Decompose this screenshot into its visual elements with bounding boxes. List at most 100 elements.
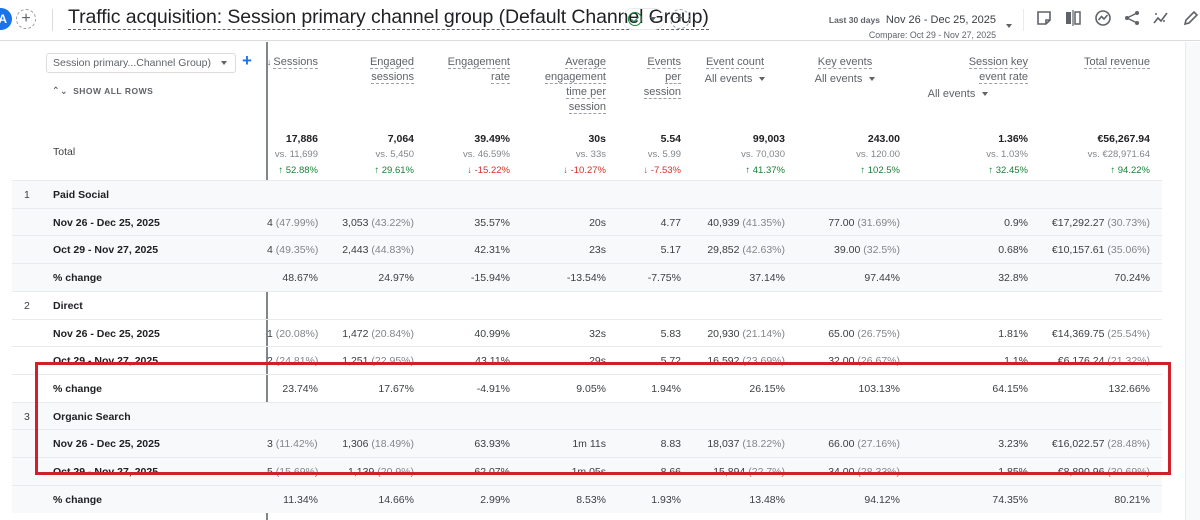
event-filter-dropdown[interactable]: All events — [888, 87, 1028, 102]
total-change-value: ↓ -7.53% — [643, 165, 682, 176]
customize-report-icon[interactable] — [1035, 9, 1053, 27]
report-header: A + Traffic acquisition: Session primary… — [0, 0, 1200, 41]
cell-value: 1,139 — [348, 466, 375, 478]
cell-value: 0.9% — [1004, 216, 1028, 229]
cell-share-percent: (11.42%) — [272, 438, 318, 451]
edit-icon[interactable] — [1182, 9, 1200, 27]
event-filter-dropdown[interactable]: All events — [790, 72, 900, 87]
total-cell: 7,064 vs. 5,450 ↑ 29.61% — [294, 131, 414, 179]
insights-icon[interactable] — [1094, 9, 1112, 27]
table-row[interactable]: Oct 29 - Nov 27, 2025 4 (49.35%) 2,443 (44… — [12, 235, 1162, 264]
share-icon[interactable] — [1123, 9, 1141, 27]
cell-share-percent: (47.99%) — [272, 216, 319, 229]
group-row-organic-search[interactable]: 3 Organic Search — [12, 401, 1162, 430]
table-cell: -15.94% — [471, 272, 510, 284]
group-row-direct[interactable]: 2 Direct — [12, 290, 1162, 319]
column-header-label: Total revenue — [1083, 56, 1150, 69]
column-header-session-key-event-rate[interactable]: Session key event rate All events — [908, 55, 1028, 102]
total-change-value: ↓ -10.27% — [563, 165, 606, 176]
data-table: Session primary...Channel Group) + ⌃⌄ SHO… — [0, 42, 1163, 520]
cell-value: 18,037 — [707, 438, 740, 451]
avatar[interactable]: A — [0, 8, 12, 30]
column-header-sessions[interactable]: ↓ Sessions — [238, 55, 318, 70]
column-header-key-events[interactable]: Key events All events — [790, 55, 900, 87]
table-row[interactable]: Oct 29 - Nov 27, 2025 5 (15.69%) 1,139 (20… — [12, 457, 1162, 485]
table-cell: 15,894 (22.7%) — [713, 466, 785, 478]
table-row[interactable]: Oct 29 - Nov 27, 2025 2 (24.81%) 1,251 (22… — [12, 346, 1162, 374]
total-change-value: ↑ 94.22% — [1110, 165, 1150, 176]
total-cell: €56,267.94 vs. €28,971.64 ↑ 94.22% — [1030, 131, 1150, 179]
add-comparison-button[interactable]: + — [16, 9, 36, 29]
total-value: 17,886 — [285, 133, 318, 145]
cell-value: 24.97% — [378, 272, 414, 285]
table-row[interactable]: Nov 26 - Dec 25, 2025 3 (11.42%) 1,306 (18… — [12, 429, 1162, 458]
cell-value: €6,176.24 — [1057, 355, 1105, 368]
column-header-events-per-session[interactable]: Events per session — [611, 55, 681, 100]
sort-descending-icon[interactable]: ↓ — [266, 57, 272, 67]
cell-share-percent: (21.32%) — [1104, 355, 1150, 368]
table-cell: 74.35% — [992, 494, 1028, 506]
table-cell: 8.66 — [661, 466, 681, 478]
column-header-engagement-rate[interactable]: Engagement rate — [420, 55, 510, 85]
cell-share-percent: (43.22%) — [368, 216, 414, 229]
add-dimension-button[interactable]: + — [242, 51, 252, 70]
row-index: 2 — [24, 299, 30, 312]
cell-value: 37.14% — [749, 272, 785, 285]
compare-range-value: Compare: Oct 29 - Nov 27, 2025 — [868, 30, 996, 40]
table-cell: -13.54% — [567, 272, 606, 284]
group-row-paid-social[interactable]: 1 Paid Social — [12, 180, 1162, 208]
total-change-value: ↑ 41.37% — [745, 165, 785, 176]
column-header-total-revenue[interactable]: Total revenue — [1030, 55, 1150, 70]
cell-value: -4.91% — [476, 382, 510, 395]
cell-value: 1 — [267, 327, 273, 340]
table-cell: 2 (24.81%) — [267, 355, 318, 367]
cell-share-percent: (18.49%) — [368, 438, 414, 451]
table-cell: 20s — [589, 217, 606, 229]
column-header-average-engagement-time-per-session[interactable]: Average engagement time per session — [516, 55, 606, 115]
table-row[interactable]: % change 48.67% 24.97% -15.94% -13.54% -7.75%… — [12, 263, 1162, 292]
cell-value: 4 — [267, 244, 273, 257]
date-range-picker[interactable]: Last 30 days Nov 26 - Dec 25, 2025 Compar… — [826, 10, 996, 40]
chevron-down-icon — [650, 17, 656, 21]
event-filter-dropdown[interactable]: All events — [685, 72, 785, 87]
cell-value: 20s — [589, 216, 606, 229]
event-filter-label: All events — [704, 73, 753, 85]
cell-share-percent: (20.9%) — [374, 466, 414, 478]
dimension-dropdown[interactable]: Session primary...Channel Group) — [46, 53, 236, 73]
check-circle-icon — [628, 12, 642, 26]
table-cell: 29s — [589, 355, 606, 367]
table-cell: 34.00 (28.33%) — [828, 466, 900, 478]
column-header-engaged-sessions[interactable]: Engaged sessions — [324, 55, 414, 85]
table-cell: 65.00 (26.75%) — [828, 328, 900, 340]
table-row[interactable]: % change 11.34% 14.66% 2.99% 8.53% 1.93% 13.48… — [12, 484, 1162, 513]
report-status-dropdown[interactable] — [622, 8, 665, 30]
cell-share-percent: (25.54%) — [1104, 327, 1150, 340]
cell-share-percent: (49.35%) — [272, 244, 319, 257]
cell-share-percent: (28.33%) — [854, 466, 900, 478]
compare-icon[interactable] — [1064, 9, 1082, 27]
chevron-down-icon[interactable] — [1006, 24, 1012, 28]
cell-share-percent: (26.67%) — [854, 355, 900, 368]
table-row[interactable]: Nov 26 - Dec 25, 2025 1 (20.08%) 1,472 (20… — [12, 318, 1162, 347]
table-cell: €17,292.27 (30.73%) — [1052, 217, 1150, 229]
table-cell: 20,930 (21.14%) — [707, 328, 785, 340]
cell-share-percent: (30.73%) — [1104, 216, 1150, 229]
trend-icon[interactable] — [1152, 9, 1170, 27]
table-cell: 1,139 (20.9%) — [348, 466, 414, 478]
chevron-down-icon — [869, 77, 876, 82]
add-filter-button[interactable]: + — [670, 9, 690, 29]
row-label: % change — [53, 493, 103, 506]
column-header-label: sessions — [371, 71, 414, 84]
column-header-label: Sessions — [273, 56, 318, 69]
table-row[interactable]: Nov 26 - Dec 25, 2025 4 (47.99%) 3,053 (43… — [12, 207, 1162, 236]
cell-value: 2 — [267, 355, 273, 368]
cell-share-percent: (32.5%) — [860, 244, 900, 257]
column-header-event-count[interactable]: Event count All events — [685, 55, 785, 87]
page-title[interactable]: Traffic acquisition: Session primary cha… — [68, 6, 709, 30]
total-cell: 39.49% vs. 46.59% ↓ -15.22% — [390, 131, 510, 179]
show-all-rows-button[interactable]: ⌃⌄ SHOW ALL ROWS — [52, 85, 153, 97]
table-row[interactable]: % change 23.74% 17.67% -4.91% 9.05% 1.94% 26.1… — [12, 373, 1162, 402]
cell-value: 29s — [589, 355, 606, 368]
cell-value: 66.00 — [828, 438, 855, 451]
table-cell: 40.99% — [474, 328, 510, 340]
